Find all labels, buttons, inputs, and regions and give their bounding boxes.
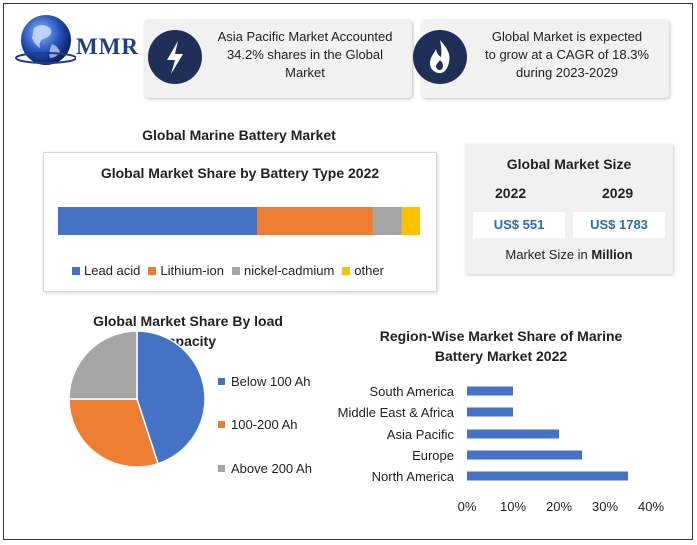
card-icon-circle	[413, 30, 467, 84]
value-2022: US$ 551	[473, 212, 565, 238]
pie-slice-100-200-ah	[68, 398, 159, 468]
main-title: Global Marine Battery Market	[142, 127, 336, 143]
year-2029: 2029	[602, 185, 634, 201]
legend-item: Lithium-ion	[148, 263, 224, 278]
market-size-box: Global Market Size 2022 2029 US$ 551 US$…	[465, 144, 673, 274]
card-text-line: during 2023-2029	[516, 65, 618, 80]
value-2029: US$ 1783	[573, 212, 665, 238]
legend-swatch	[72, 266, 80, 275]
legend-label: Below 100 Ah	[231, 374, 311, 389]
logo-text: MMR	[76, 34, 140, 59]
legend-item: Lead acid	[72, 263, 140, 278]
footer-unit: Million	[591, 247, 633, 262]
card-text: Global Market is expected to grow at a C…	[473, 28, 661, 82]
legend-swatch	[342, 266, 351, 275]
stacked-segment-other	[401, 207, 420, 235]
pie-legend-item: Below 100 Ah	[218, 374, 311, 389]
legend-swatch	[231, 266, 240, 275]
region-title-line: Region-Wise Market Share of Marine	[379, 328, 623, 344]
battery-type-legend: Lead acid Lithium-ion nickel-cadmium oth…	[72, 263, 384, 278]
region-chart-title: Region-Wise Market Share of Marine Batte…	[356, 326, 646, 366]
card-text: Asia Pacific Market Accounted 34.2% shar…	[206, 28, 404, 82]
legend-label: other	[354, 263, 384, 278]
legend-swatch	[218, 421, 225, 428]
battery-type-panel: Global Market Share by Battery Type 2022…	[43, 152, 437, 292]
pie-slice-below-100-ah	[136, 330, 206, 465]
legend-label: Above 200 Ah	[231, 461, 312, 476]
card-icon-circle	[148, 30, 202, 84]
card-text-line: 34.2% shares in the Global	[226, 47, 384, 62]
pie-chart	[68, 330, 206, 468]
card-text-line: Asia Pacific Market Accounted	[217, 29, 393, 44]
info-card-cagr: Global Market is expected to grow at a C…	[413, 20, 669, 98]
year-2022: 2022	[495, 185, 527, 201]
pie-title-line: Global Market Share By load	[93, 313, 283, 329]
legend-swatch	[218, 378, 225, 385]
card-text-line: Market	[285, 65, 325, 80]
market-size-footer: Market Size in Million	[465, 247, 673, 262]
legend-item: other	[342, 263, 384, 278]
lightning-icon	[167, 41, 183, 74]
legend-label: nickel-cadmium	[243, 263, 335, 278]
legend-swatch	[148, 266, 157, 275]
legend-label: Lead acid	[84, 263, 141, 278]
pie-legend-item: 100-200 Ah	[218, 417, 298, 432]
flame-icon	[430, 40, 450, 73]
footer-prefix: Market Size in	[505, 247, 592, 262]
pie-legend-item: Above 200 Ah	[218, 461, 312, 476]
card-text-line: to grow at a CAGR of 18.3%	[484, 47, 650, 62]
mmr-logo: MMR	[12, 10, 140, 70]
legend-swatch	[218, 465, 225, 472]
stacked-bar-chart	[58, 207, 420, 235]
market-size-title: Global Market Size	[506, 156, 632, 172]
legend-label: 100-200 Ah	[231, 417, 298, 432]
info-card-asia-pacific: Asia Pacific Market Accounted 34.2% shar…	[144, 20, 412, 98]
globe-icon	[15, 15, 77, 65]
stacked-segment-lithium-ion	[257, 207, 373, 235]
legend-item: nickel-cadmium	[231, 263, 335, 278]
stacked-segment-lead-acid	[58, 207, 258, 235]
pie-slice-above-200-ah	[68, 330, 138, 400]
stacked-segment-nickel-cadmium	[372, 207, 402, 235]
legend-label: Lithium-ion	[160, 263, 224, 278]
battery-type-chart-title: Global Market Share by Battery Type 2022	[100, 165, 380, 181]
region-title-line: Battery Market 2022	[434, 348, 568, 364]
card-text-line: Global Market is expected	[491, 29, 643, 44]
